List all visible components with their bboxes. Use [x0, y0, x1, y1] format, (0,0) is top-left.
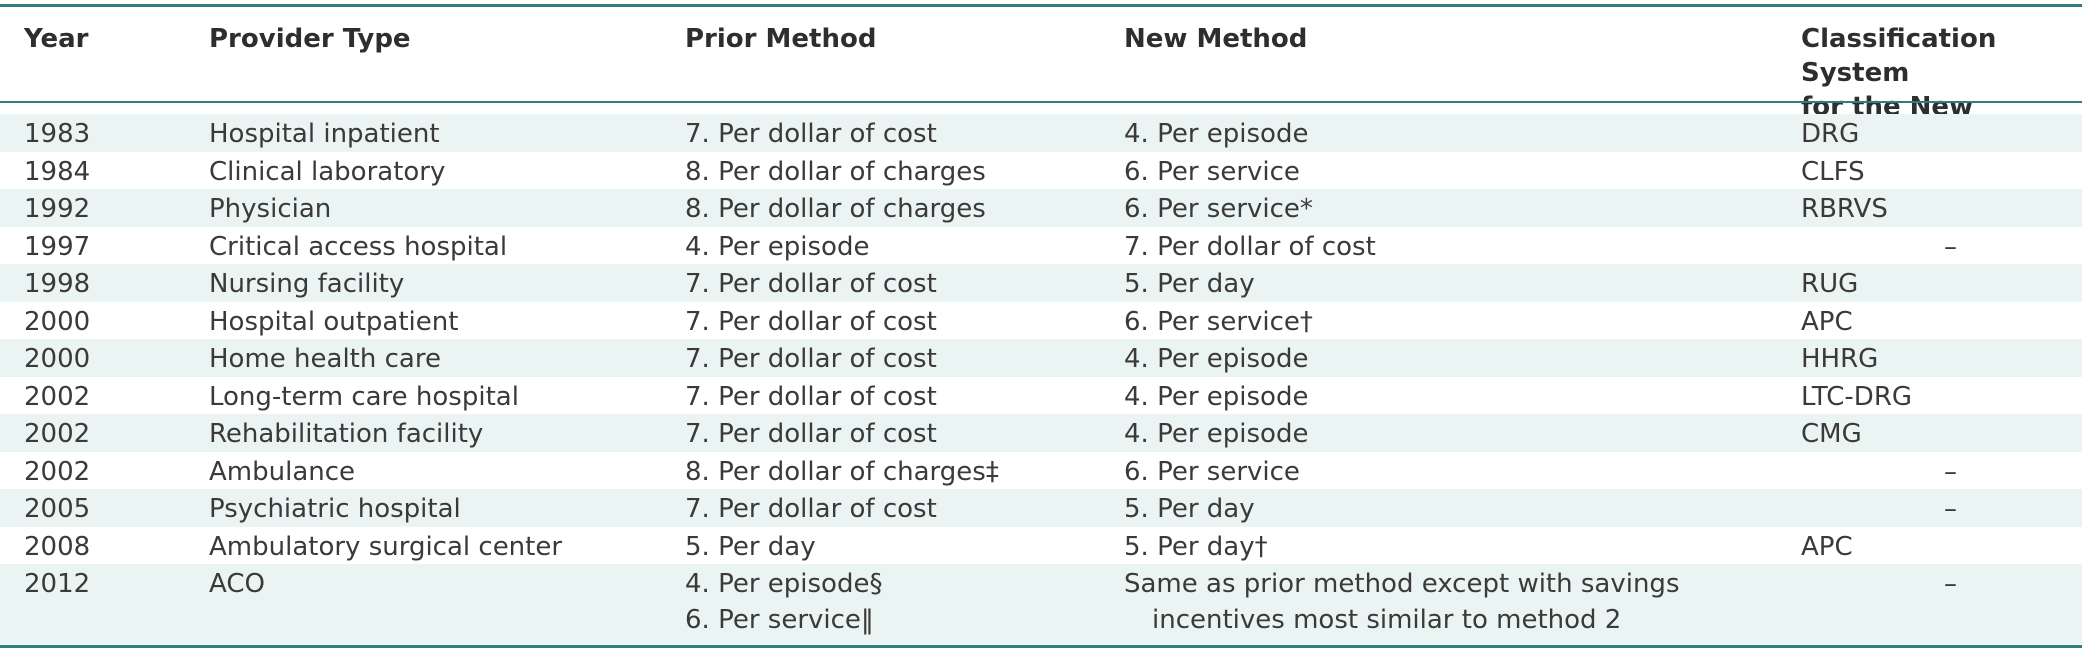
cell-new-method: 4. Per episode: [1124, 344, 1309, 374]
cell-new-method: 4. Per episode: [1124, 419, 1309, 449]
cell-provider-type: Long-term care hospital: [209, 381, 519, 412]
cell-provider-type: Clinical laboratory: [209, 156, 446, 187]
cell-year: 2000: [24, 306, 91, 337]
header-rule: [0, 101, 2082, 103]
cell-year: 2000: [24, 344, 91, 374]
table-row: [0, 264, 2082, 302]
cell-year: 1984: [24, 156, 91, 187]
cell-year: 1983: [24, 119, 91, 149]
cell-prior-method: 4. Per episode§: [685, 569, 883, 599]
cell-classification-system: APC: [1801, 306, 1853, 337]
cell-year: 1992: [24, 194, 91, 224]
cell-provider-type: Psychiatric hospital: [209, 494, 461, 524]
cell-prior-method: 8. Per dollar of charges: [685, 194, 986, 224]
cell-prior-method: 7. Per dollar of cost: [685, 381, 937, 412]
cell-new-method: 6. Per service: [1124, 156, 1300, 187]
cell-new-method: 7. Per dollar of cost: [1124, 231, 1376, 262]
cell-prior-method: 4. Per episode: [685, 231, 870, 262]
table-row: [0, 339, 2082, 377]
cell-prior-method: 7. Per dollar of cost: [685, 494, 937, 524]
table-row: [0, 489, 2082, 527]
cell-provider-type: ACO: [209, 569, 265, 599]
table-row: [0, 564, 2082, 644]
cell-provider-type: Critical access hospital: [209, 231, 508, 262]
cell-classification-system: CLFS: [1801, 156, 1865, 187]
cell-classification-system: –: [1944, 494, 1957, 524]
cell-new-method: Same as prior method except with savings: [1124, 569, 1680, 599]
cell-classification-system: RBRVS: [1801, 194, 1888, 224]
cell-classification-system: HHRG: [1801, 344, 1879, 374]
cell-classification-system: LTC-DRG: [1801, 381, 1913, 412]
cell-prior-method: 7. Per dollar of cost: [685, 119, 937, 149]
cell-year: 2002: [24, 456, 91, 487]
cell-prior-method: 8. Per dollar of charges: [685, 156, 986, 187]
cell-prior-method: 7. Per dollar of cost: [685, 269, 937, 299]
cell-classification-system: –: [1944, 456, 1957, 487]
cell-prior-method: 7. Per dollar of cost: [685, 306, 937, 337]
cell-year: 2002: [24, 419, 91, 449]
cell-prior-method-line2: 6. Per service‖: [685, 605, 874, 635]
cell-year: 2008: [24, 531, 91, 562]
cell-prior-method: 5. Per day: [685, 531, 816, 562]
table-row: [0, 414, 2082, 452]
table-top-rule: [0, 4, 2082, 7]
cell-new-method-line2: incentives most similar to method 2: [1152, 605, 1622, 635]
cell-year: 2002: [24, 381, 91, 412]
cell-prior-method: 8. Per dollar of charges‡: [685, 456, 999, 487]
cell-new-method: 5. Per day†: [1124, 531, 1268, 562]
cell-new-method: 5. Per day: [1124, 494, 1255, 524]
cell-provider-type: Ambulance: [209, 456, 356, 487]
cell-new-method: 6. Per service*: [1124, 194, 1313, 224]
cell-new-method: 4. Per episode: [1124, 381, 1309, 412]
cell-classification-system: –: [1944, 569, 1957, 599]
cell-classification-system: CMG: [1801, 419, 1862, 449]
cell-classification-system: RUG: [1801, 269, 1859, 299]
cell-provider-type: Nursing facility: [209, 269, 405, 299]
cell-new-method: 6. Per service†: [1124, 306, 1313, 337]
cell-classification-system: DRG: [1801, 119, 1860, 149]
header-new-method: New Method: [1124, 24, 1308, 54]
cell-year: 1997: [24, 231, 91, 262]
cell-new-method: 4. Per episode: [1124, 119, 1309, 149]
cell-classification-system: –: [1944, 231, 1957, 262]
cell-classification-system: APC: [1801, 531, 1853, 562]
header-prior-method: Prior Method: [685, 24, 877, 54]
table-bottom-rule: [0, 645, 2082, 648]
header-provider-type: Provider Type: [209, 24, 411, 54]
header-year: Year: [24, 24, 89, 54]
table-row: [0, 189, 2082, 227]
cell-prior-method: 7. Per dollar of cost: [685, 419, 937, 449]
cell-prior-method: 7. Per dollar of cost: [685, 344, 937, 374]
cell-new-method: 5. Per day: [1124, 269, 1255, 299]
cell-provider-type: Hospital inpatient: [209, 119, 440, 149]
cell-provider-type: Hospital outpatient: [209, 306, 459, 337]
cell-new-method: 6. Per service: [1124, 456, 1300, 487]
cell-provider-type: Home health care: [209, 344, 441, 374]
table-row: [0, 114, 2082, 152]
cell-provider-type: Ambulatory surgical center: [209, 531, 563, 562]
cell-provider-type: Physician: [209, 194, 332, 224]
cell-year: 2012: [24, 569, 91, 599]
cell-year: 1998: [24, 269, 91, 299]
cell-provider-type: Rehabilitation facility: [209, 419, 484, 449]
cell-year: 2005: [24, 494, 91, 524]
